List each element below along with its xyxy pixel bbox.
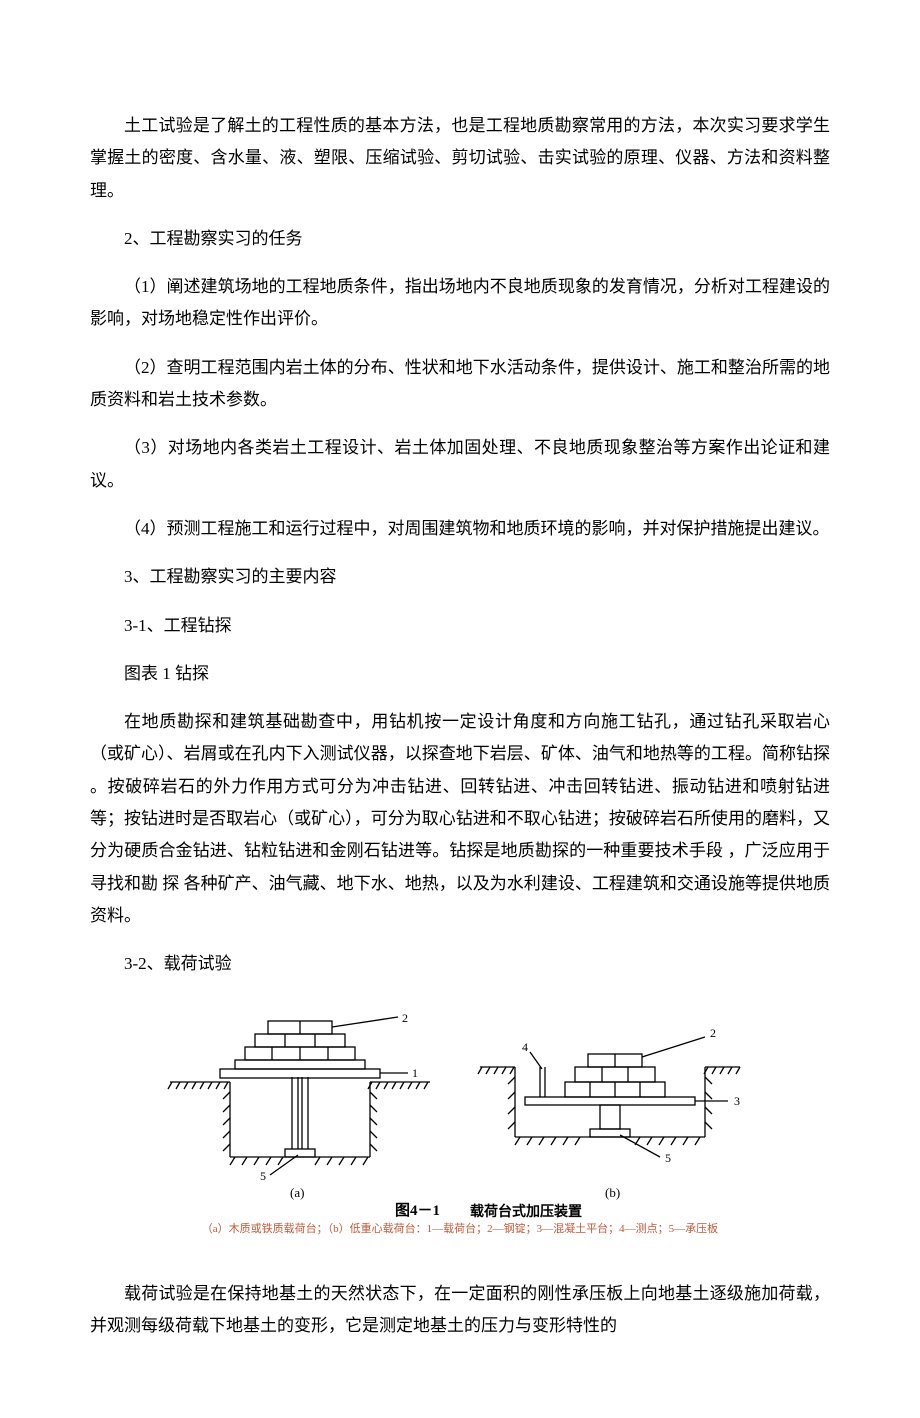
heading-2: 2、工程勘察实习的任务 <box>90 223 830 255</box>
task-1: （1）阐述建筑场地的工程地质条件，指出场地内不良地质现象的发育情况，分析对工程建… <box>90 271 830 336</box>
task-2: （2）查明工程范围内岩土体的分布、性状和地下水活动条件，提供设计、施工和整治所需… <box>90 352 830 417</box>
paragraph-3-1: 在地质勘探和建筑基础勘查中，用钻机按一定设计角度和方向施工钻孔，通过钻孔采取岩心… <box>90 706 830 932</box>
label-5b: 5 <box>665 1151 671 1165</box>
section-3-2: 3-2、载荷试验 <box>90 948 830 980</box>
label-3b: 3 <box>734 1094 740 1108</box>
label-4b: 4 <box>522 1040 528 1054</box>
paragraph-intro: 土工试验是了解土的工程性质的基本方法，也是工程地质勘察常用的方法，本次实习要求学… <box>90 110 830 207</box>
section-3-1: 3-1、工程钻探 <box>90 610 830 642</box>
task-4: （4）预测工程施工和运行过程中，对周围建筑物和地质环境的影响，并对保护措施提出建… <box>90 513 830 545</box>
label-b: (b) <box>605 1185 620 1200</box>
label-a: (a) <box>290 1185 304 1200</box>
figure-4-1-wrap: 5 2 1 (a) <box>90 997 830 1248</box>
label-5a: 5 <box>260 1169 266 1183</box>
label-1a: 1 <box>412 1066 418 1080</box>
figure-4-1-svg: 5 2 1 (a) <box>150 997 770 1237</box>
figure-subtitle: 载荷台式加压装置 <box>470 1203 582 1220</box>
figure-caption: （a）木质或铁质载荷台；（b）低重心载荷台：1—载荷台；2—钢锭；3—混凝土平台… <box>202 1221 718 1235</box>
figure-1-label: 图表 1 钻探 <box>90 658 830 690</box>
label-2b: 2 <box>710 1026 716 1040</box>
label-2a: 2 <box>402 1011 408 1025</box>
document-page: 土工试验是了解土的工程性质的基本方法，也是工程地质勘察常用的方法，本次实习要求学… <box>0 0 920 1418</box>
heading-3: 3、工程勘察实习的主要内容 <box>90 561 830 593</box>
figure-title: 图4－1 <box>395 1202 440 1219</box>
paragraph-3-2: 载荷试验是在保持地基土的天然状态下，在一定面积的刚性承压板上向地基土逐级施加荷载… <box>90 1278 830 1343</box>
task-3: （3）对场地内各类岩土工程设计、岩土体加固处理、不良地质现象整治等方案作出论证和… <box>90 432 830 497</box>
